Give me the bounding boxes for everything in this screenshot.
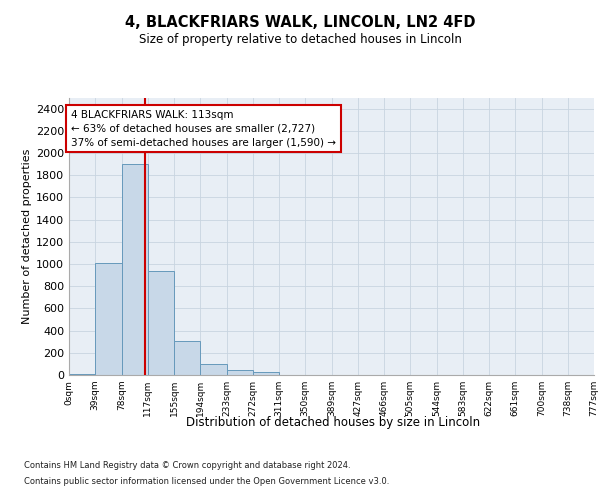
Text: 4, BLACKFRIARS WALK, LINCOLN, LN2 4FD: 4, BLACKFRIARS WALK, LINCOLN, LN2 4FD [125, 15, 475, 30]
Bar [148, 270, 174, 375]
Text: Contains public sector information licensed under the Open Government Licence v3: Contains public sector information licen… [24, 476, 389, 486]
Bar [69, 374, 95, 375]
Text: Size of property relative to detached houses in Lincoln: Size of property relative to detached ho… [139, 32, 461, 46]
Text: Contains HM Land Registry data © Crown copyright and database right 2024.: Contains HM Land Registry data © Crown c… [24, 462, 350, 470]
Bar [200, 364, 227, 375]
Bar [95, 263, 121, 375]
Text: Distribution of detached houses by size in Lincoln: Distribution of detached houses by size … [186, 416, 480, 429]
Bar [121, 164, 148, 375]
Y-axis label: Number of detached properties: Number of detached properties [22, 148, 32, 324]
Bar [253, 372, 279, 375]
Bar [227, 370, 253, 375]
Bar [174, 340, 200, 375]
Text: 4 BLACKFRIARS WALK: 113sqm
← 63% of detached houses are smaller (2,727)
37% of s: 4 BLACKFRIARS WALK: 113sqm ← 63% of deta… [71, 110, 336, 148]
